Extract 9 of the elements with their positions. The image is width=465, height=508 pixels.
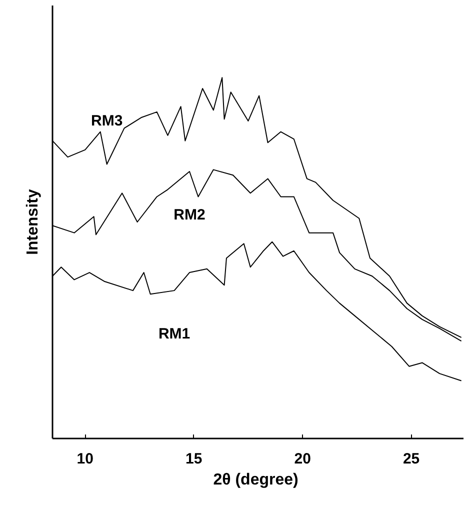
y-axis-title: Intensity [24,189,42,255]
x-tick-label: 20 [294,450,311,468]
x-tick-label: 25 [402,450,420,468]
x-tick-label: 15 [186,450,202,468]
series-label: RM3 [91,112,123,130]
x-tick-label: 10 [76,450,94,468]
x-axis-title: 2θ (degree) [213,472,298,488]
series-label: RM2 [174,206,206,224]
text: RM1 [158,325,190,342]
